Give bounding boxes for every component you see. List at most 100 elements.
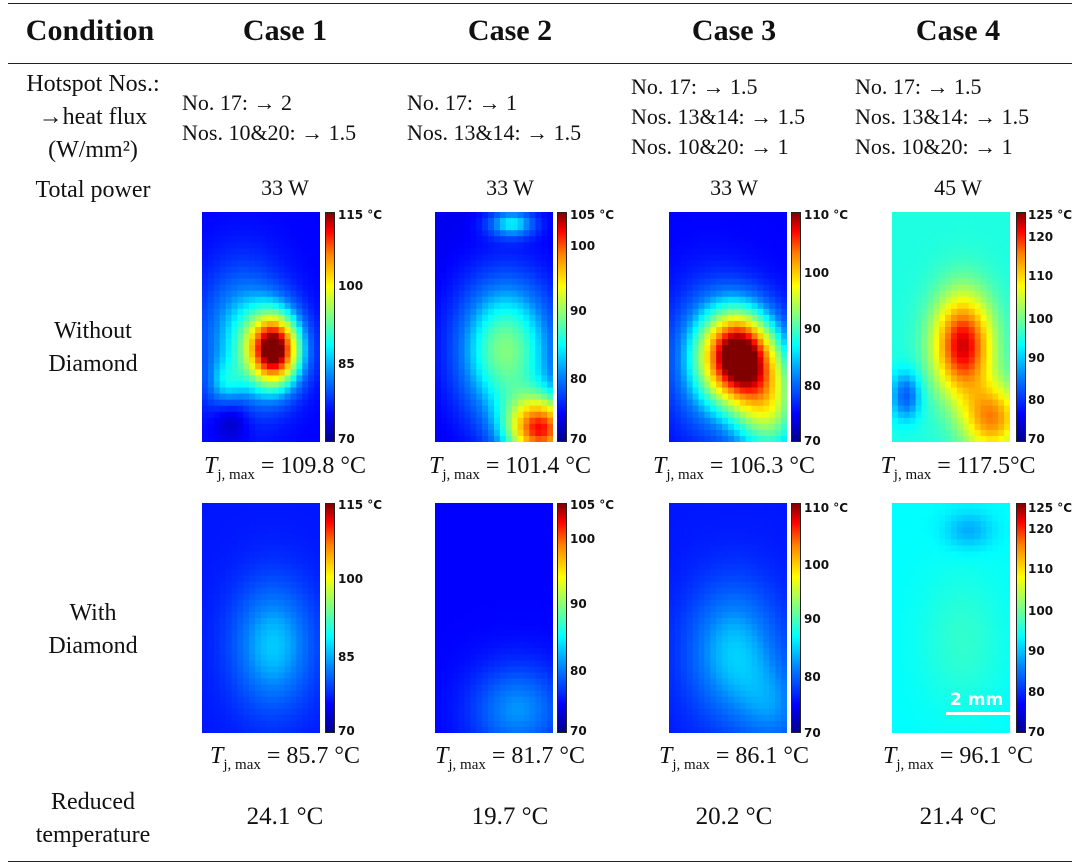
- heatmap-cell: [716, 611, 723, 619]
- heatmap-cell: [284, 509, 292, 516]
- heatmap-cell: [968, 339, 976, 346]
- heatmap-cell: [722, 599, 729, 607]
- heatmap-cell: [535, 278, 542, 286]
- heatmap-cell: [213, 527, 221, 534]
- heatmap-cell: [219, 666, 227, 674]
- heatmap-cell: [541, 357, 548, 364]
- heatmap-cell: [470, 339, 477, 346]
- heatmap-cell: [243, 351, 250, 358]
- heatmap-cell: [892, 417, 899, 425]
- heatmap-cell: [272, 254, 280, 262]
- heatmap-cell: [219, 714, 227, 722]
- heatmap-cell: [290, 387, 297, 395]
- heatmap-cell: [446, 212, 454, 219]
- heatmap-cell: [974, 284, 982, 292]
- heatmap-cell: [290, 339, 297, 346]
- heatmap-cell: [482, 230, 489, 237]
- heatmap-cell: [284, 599, 292, 607]
- heatmap-cell: [255, 399, 262, 407]
- heatmap-cell: [296, 624, 303, 631]
- heatmap-cell: [992, 399, 999, 407]
- heatmap-cell: [225, 618, 233, 625]
- heatmap-cell: [915, 327, 923, 334]
- heatmap-cell: [704, 345, 711, 352]
- heatmap-cell: [686, 593, 694, 601]
- heatmap-cell: [482, 260, 489, 268]
- heatmap-cell: [535, 551, 542, 559]
- heatmap-cell: [921, 278, 928, 286]
- heatmap-cell: [249, 527, 256, 534]
- heatmap-cell: [243, 509, 250, 516]
- heatmap-cell: [669, 509, 676, 516]
- heatmap-cell: [272, 618, 280, 625]
- heatmap-cell: [202, 387, 209, 395]
- heatmap-cell: [716, 630, 723, 637]
- heatmap-cell: [302, 308, 309, 316]
- heatmap-cell: [933, 266, 940, 274]
- heatmap-cell: [488, 296, 495, 304]
- heatmap-cell: [225, 684, 233, 692]
- heatmap-cell: [704, 515, 711, 522]
- heatmap-cell: [547, 509, 553, 516]
- heatmap-cell: [751, 399, 759, 407]
- heatmap-cell: [669, 339, 676, 346]
- heatmap-cell: [499, 417, 507, 425]
- heatmap-cell: [266, 314, 274, 322]
- heatmap-cell: [290, 672, 297, 680]
- heatmap-cell: [686, 563, 694, 571]
- heatmap-cell: [710, 381, 717, 389]
- heatmap-cell: [499, 242, 507, 249]
- heatmap-cell: [213, 314, 221, 322]
- heatmap-cell: [892, 381, 899, 389]
- heatmap-cell: [231, 720, 238, 728]
- heatmap-cell: [202, 435, 209, 442]
- heatmap-cell: [266, 296, 274, 304]
- heatmap-cell: [261, 539, 268, 546]
- heatmap-cell: [458, 690, 466, 698]
- heatmap-cell: [751, 242, 759, 249]
- heatmap-cell: [728, 660, 735, 668]
- heatmap-cell: [775, 254, 782, 262]
- heatmap-cell: [680, 278, 688, 286]
- heatmap-cell: [308, 333, 315, 340]
- heatmap-cell: [710, 314, 717, 322]
- heatmap-cell: [968, 399, 976, 407]
- heatmap-cell: [266, 551, 274, 559]
- heatmap-cell: [464, 357, 471, 364]
- heatmap-cell: [458, 248, 466, 255]
- heatmap-cell: [692, 503, 700, 510]
- heatmap-cell: [728, 435, 735, 442]
- heatmap-cell: [243, 411, 250, 419]
- heatmap-cell: [674, 654, 682, 661]
- heatmap-case-1-with-diamond: [202, 503, 320, 733]
- heatmap-cell: [505, 551, 513, 559]
- heatmap-cell: [452, 611, 460, 619]
- heatmap-cell: [255, 714, 262, 722]
- heatmap-cell: [722, 435, 729, 442]
- heatmap-cell: [674, 708, 682, 716]
- heatmap-cell: [207, 387, 215, 395]
- heatmap-cell: [440, 533, 448, 540]
- heatmap-cell: [446, 218, 454, 225]
- heatmap-cell: [296, 563, 303, 571]
- heatmap-cell: [674, 636, 682, 643]
- heatmap-cell: [915, 272, 923, 280]
- heatmap-cell: [446, 387, 454, 395]
- heatmap-cell: [986, 278, 993, 286]
- heatmap-cell: [751, 272, 759, 280]
- heatmap-cell: [716, 387, 723, 395]
- heatmap-cell: [243, 618, 250, 625]
- heatmap-cell: [529, 212, 536, 219]
- heatmap-cell: [704, 314, 711, 322]
- heatmap-cell: [775, 363, 782, 370]
- heatmap-cell: [974, 327, 982, 334]
- heatmap-cell: [266, 399, 274, 407]
- heatmap-cell: [302, 509, 309, 516]
- heatmap-cell: [255, 539, 262, 546]
- heatmap-cell: [231, 624, 238, 631]
- heatmap-cell: [710, 684, 717, 692]
- heatmap-cell: [956, 399, 964, 407]
- heatmap-cell: [458, 624, 466, 631]
- heatmap-cell: [488, 630, 495, 637]
- heatmap-cell: [314, 503, 320, 510]
